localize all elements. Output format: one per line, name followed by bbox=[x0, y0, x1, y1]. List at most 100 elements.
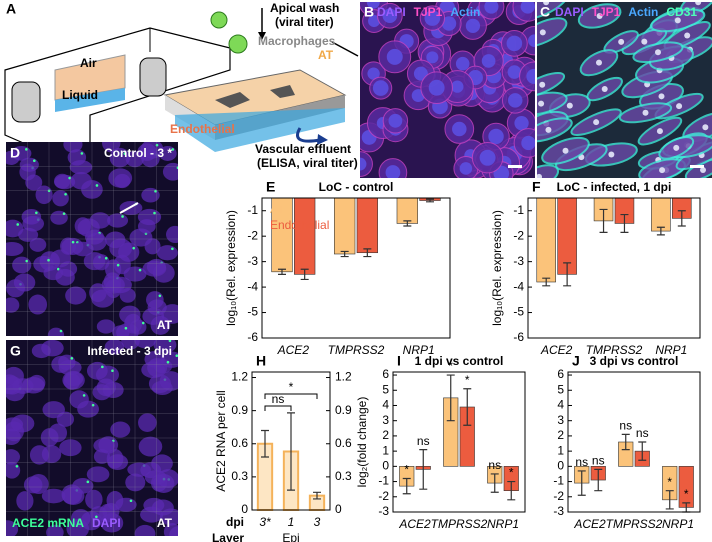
significance-label: ns bbox=[592, 454, 605, 468]
nucleus bbox=[507, 93, 523, 108]
nucleus bbox=[140, 462, 162, 479]
nucleus bbox=[6, 520, 19, 536]
schematic-a: A Air Liquid Apical wash (viral titer) M… bbox=[4, 1, 359, 173]
nucleus bbox=[162, 162, 178, 181]
nucleus bbox=[452, 121, 467, 137]
x-tick-label: TMPRSS2 bbox=[586, 343, 643, 357]
error-bar bbox=[621, 433, 630, 451]
y-tick-label: 0.6 bbox=[231, 436, 248, 450]
stain-label: DAPI bbox=[92, 516, 121, 530]
mrna-dot bbox=[168, 340, 172, 343]
y-axis-label: ACE2 RNA per cell bbox=[214, 390, 228, 491]
nucleus bbox=[163, 523, 178, 536]
bar bbox=[536, 197, 556, 283]
nucleus bbox=[56, 411, 75, 427]
nucleus bbox=[21, 208, 42, 225]
mrna-dot bbox=[171, 247, 174, 251]
chart: E LoC - control -6 -5 -4 -3 -2 -1 log₁₀(Rel. exp… bbox=[224, 179, 451, 357]
nucleus bbox=[659, 167, 666, 174]
mrna-dot bbox=[111, 369, 114, 373]
mrna-dot bbox=[129, 499, 133, 503]
nucleus bbox=[35, 185, 53, 205]
error-bar bbox=[507, 480, 516, 501]
nucleus bbox=[484, 2, 499, 14]
nucleus bbox=[93, 438, 116, 453]
nucleus bbox=[654, 49, 661, 56]
panel-label: E bbox=[266, 179, 275, 195]
error-bar bbox=[594, 468, 603, 492]
nucleus bbox=[382, 8, 398, 24]
bracket-label: ns bbox=[272, 392, 285, 406]
mrna-dot bbox=[104, 256, 108, 260]
significance-label: ns bbox=[417, 434, 430, 448]
error-bar bbox=[665, 490, 674, 510]
nucleus bbox=[388, 113, 403, 128]
macrophage bbox=[215, 85, 295, 108]
mrna-dot bbox=[166, 360, 170, 364]
error-bar bbox=[620, 213, 629, 233]
nucleus bbox=[140, 506, 164, 523]
nucleus bbox=[109, 276, 132, 294]
nucleus bbox=[41, 488, 66, 504]
plot-frame bbox=[527, 197, 701, 339]
mrna-dot bbox=[132, 246, 136, 250]
nucleus bbox=[528, 34, 535, 48]
stain-label: Actin bbox=[450, 5, 480, 19]
mrna-dot bbox=[138, 268, 142, 272]
window bbox=[11, 81, 41, 123]
significance-label: * bbox=[448, 359, 453, 373]
bar bbox=[396, 197, 418, 224]
y-axis-label: log₁₀(Rel. expression) bbox=[224, 210, 238, 326]
mrna-dot bbox=[16, 223, 20, 226]
label-vascular: Vascular effluent bbox=[255, 142, 351, 156]
nucleus bbox=[566, 102, 573, 109]
nucleus bbox=[360, 157, 367, 171]
image-content bbox=[6, 340, 178, 536]
nucleus bbox=[386, 48, 403, 65]
significance-label: * bbox=[404, 463, 409, 477]
error-bar bbox=[638, 441, 647, 461]
y-tick-label: 2 bbox=[557, 428, 564, 442]
y-tick-label: -1 bbox=[247, 203, 258, 217]
x-tick-label: ACE2 bbox=[573, 517, 606, 531]
nucleus bbox=[12, 256, 32, 274]
window bbox=[139, 57, 167, 97]
panel-label: C bbox=[540, 4, 550, 20]
x-tick-label: TMPRSS2 bbox=[606, 517, 663, 531]
bar bbox=[356, 197, 378, 254]
y-tick-label: -1 bbox=[553, 474, 564, 488]
stain-label: DAPI bbox=[555, 5, 584, 19]
nucleus bbox=[514, 116, 529, 131]
label-endothelial: Endothelial bbox=[170, 122, 235, 136]
nucleus bbox=[86, 232, 107, 251]
nucleus bbox=[426, 51, 439, 64]
nucleus bbox=[684, 32, 691, 39]
significance-label: * bbox=[667, 475, 672, 489]
error-bar bbox=[261, 429, 269, 458]
legend-entry: Endothelial bbox=[270, 218, 329, 232]
nucleus bbox=[46, 524, 64, 536]
scale-bar bbox=[690, 165, 704, 168]
nucleus bbox=[537, 173, 543, 178]
nucleus bbox=[137, 208, 162, 226]
nucleus bbox=[488, 128, 504, 145]
nucleus bbox=[86, 466, 110, 483]
stain-label: ACE2 mRNA bbox=[12, 516, 84, 530]
nucleus bbox=[521, 135, 535, 151]
mrna-dot bbox=[70, 357, 74, 360]
mrna-dot bbox=[121, 215, 124, 218]
nucleus bbox=[144, 238, 161, 255]
nucleus bbox=[543, 2, 550, 6]
nucleus bbox=[159, 371, 178, 391]
x-tick-label: 3 bbox=[314, 515, 321, 529]
panel-label: J bbox=[572, 353, 580, 369]
y-tick-label: 6 bbox=[557, 367, 564, 381]
nucleus bbox=[507, 65, 522, 79]
significance-label: ns bbox=[488, 458, 501, 472]
plot-frame bbox=[392, 371, 526, 513]
y2-tick-label: 1.2 bbox=[335, 370, 352, 384]
error-bar bbox=[287, 412, 295, 491]
x-tick-label: ACE2 bbox=[277, 343, 310, 357]
